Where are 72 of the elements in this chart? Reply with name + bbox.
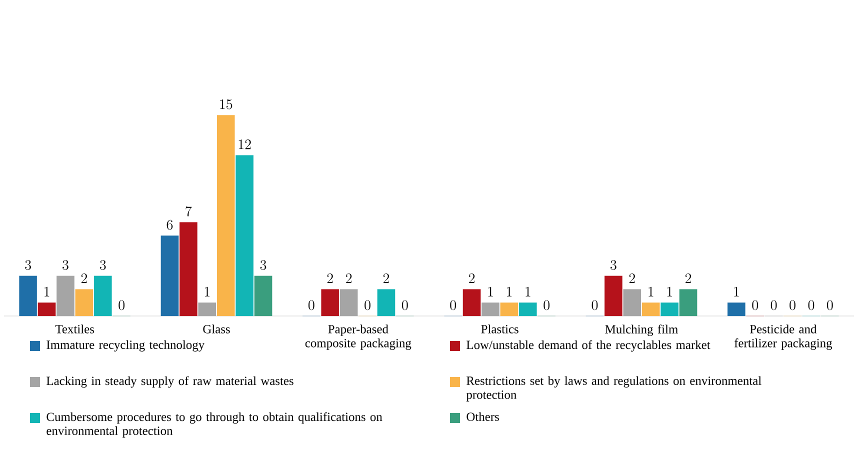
bar <box>377 289 396 316</box>
x-tick-label: Mulching film <box>605 324 678 336</box>
data-label: 0 <box>308 300 314 310</box>
data-label: 1 <box>734 286 739 296</box>
bar <box>482 302 500 316</box>
data-label: 2 <box>346 273 352 284</box>
data-label: 0 <box>790 300 796 310</box>
data-label: 6 <box>166 220 173 230</box>
data-label: 3 <box>610 260 616 270</box>
data-label: 3 <box>100 260 106 270</box>
bar <box>623 289 642 316</box>
x-tick-label: Glass <box>203 324 230 334</box>
data-label: 2 <box>327 273 333 284</box>
bar <box>500 302 518 316</box>
bar <box>321 289 340 316</box>
bar <box>254 276 272 316</box>
legend-label: Restrictions set by laws and regulations on environmental protection <box>466 376 762 402</box>
data-label: 0 <box>827 300 833 310</box>
data-label: 0 <box>118 300 125 310</box>
bar <box>642 302 660 316</box>
data-label: 1 <box>648 286 654 296</box>
data-label: 15 <box>220 99 232 110</box>
data-label: 1 <box>44 286 50 296</box>
data-label: 3 <box>260 260 266 270</box>
bar <box>160 236 179 316</box>
data-label: 2 <box>629 273 635 284</box>
legend-label: Cumbersome procedures to go through to obtain qualifications on environmental protection <box>46 412 382 438</box>
legend-label: Lacking in steady supply of raw material wastes <box>46 376 294 388</box>
bar <box>216 115 235 316</box>
data-label: 1 <box>204 286 210 296</box>
bar <box>236 155 254 316</box>
bar <box>518 302 537 316</box>
bar <box>728 302 746 316</box>
bar <box>340 289 358 316</box>
data-label: 0 <box>752 300 758 310</box>
bar <box>38 302 56 316</box>
data-label: 0 <box>544 300 550 310</box>
bar <box>56 276 74 316</box>
bar <box>679 289 698 316</box>
data-label: 2 <box>383 273 390 284</box>
data-label: 0 <box>808 300 814 310</box>
data-label: 2 <box>81 273 87 284</box>
data-label: 1 <box>667 286 672 296</box>
data-label: 3 <box>62 260 68 270</box>
legend-label: Immature recycling technology <box>46 340 205 352</box>
legend-label: Low/unstable demand of the recyclables market <box>466 340 710 352</box>
bar <box>604 276 622 316</box>
data-label: 0 <box>770 300 777 310</box>
x-tick-label: Plastics <box>481 324 518 334</box>
data-label: 1 <box>488 286 493 296</box>
bar <box>180 222 198 316</box>
x-tick-label: Paper-based composite packaging <box>305 324 412 350</box>
data-label: 7 <box>186 206 192 216</box>
bar <box>75 289 94 316</box>
data-label: 2 <box>685 273 692 284</box>
data-label: 1 <box>526 286 530 296</box>
bar <box>94 276 112 316</box>
data-label: 0 <box>402 300 408 310</box>
bar <box>462 289 481 316</box>
legend-label: Others <box>466 412 499 421</box>
data-label: 3 <box>25 260 31 270</box>
data-label: 2 <box>468 273 475 284</box>
data-label: 0 <box>450 300 456 310</box>
data-label: 1 <box>506 286 512 296</box>
bar <box>660 302 678 316</box>
x-tick-label: Textiles <box>55 324 94 334</box>
data-label: 12 <box>238 140 251 150</box>
data-label: 0 <box>592 300 598 310</box>
data-label: 0 <box>364 300 370 310</box>
bar <box>19 276 37 316</box>
x-tick-label: Pesticide and fertilizer packaging <box>734 324 832 350</box>
bar <box>198 302 216 316</box>
